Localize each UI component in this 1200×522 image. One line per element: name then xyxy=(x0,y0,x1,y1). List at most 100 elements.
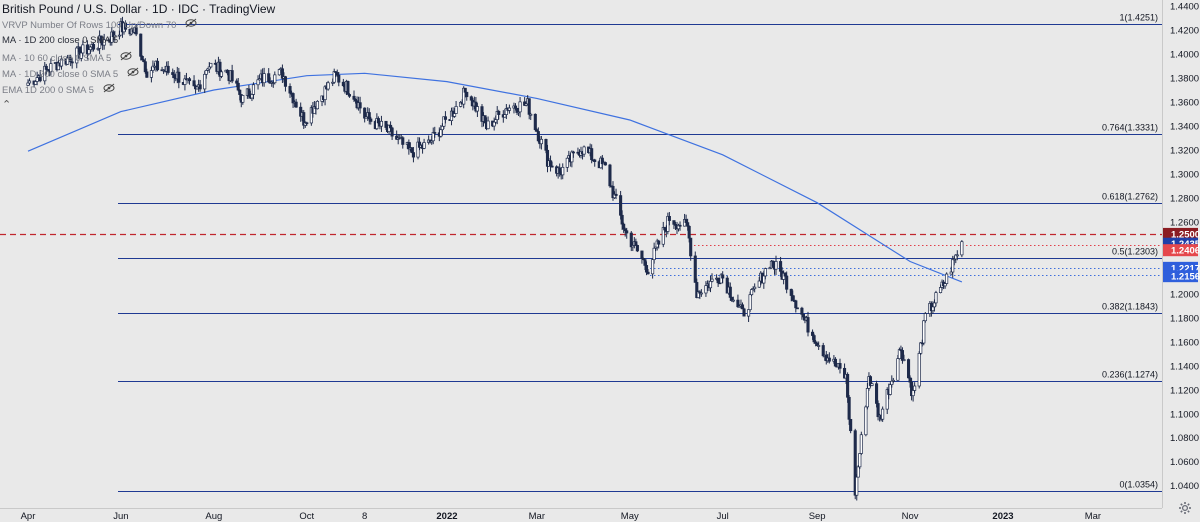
x-tick-label: May xyxy=(621,511,639,522)
x-tick-label: Apr xyxy=(21,511,36,522)
candle-body xyxy=(774,261,778,270)
y-tick-label: 1.1800 xyxy=(1170,313,1199,324)
candle-body xyxy=(439,129,443,137)
indicator-ma-10[interactable]: MA · 10 60 close 0 SMA 5 xyxy=(2,51,132,64)
candle-body xyxy=(283,76,288,87)
candle-body xyxy=(247,88,251,97)
y-tick-label: 1.4400 xyxy=(1170,2,1199,13)
candle-body xyxy=(629,232,633,248)
candle-body xyxy=(771,260,775,267)
price-badge-label: 1.2156 xyxy=(1171,272,1200,283)
candle-body xyxy=(70,61,74,64)
candle-body xyxy=(494,119,498,123)
candle-body xyxy=(367,112,371,120)
indicator-ema-200-label: EMA 1D 200 0 SMA 5 xyxy=(2,85,94,96)
candle-body xyxy=(443,116,447,120)
candle-body xyxy=(748,294,752,311)
candle-body xyxy=(401,137,405,145)
indicator-vrvp[interactable]: VRVP Number Of Rows 100 Up/Down 70 xyxy=(2,18,197,31)
y-tick-label: 1.1200 xyxy=(1170,385,1199,396)
candle-body xyxy=(783,272,787,277)
price-badge xyxy=(1163,244,1198,257)
candle-body xyxy=(731,299,735,302)
candle-body xyxy=(544,138,548,151)
candle-body xyxy=(536,131,540,142)
eye-off-icon[interactable] xyxy=(127,67,139,80)
y-tick-label: 1.3600 xyxy=(1170,98,1199,109)
indicator-ema-200[interactable]: EMA 1D 200 0 SMA 5 xyxy=(2,83,115,96)
chart-title: British Pound / U.S. Dollar · 1D · IDC ·… xyxy=(2,2,276,16)
eye-off-icon[interactable] xyxy=(120,51,132,64)
candle-body xyxy=(565,157,569,168)
eye-off-icon[interactable] xyxy=(103,83,115,96)
y-tick-label: 1.2800 xyxy=(1170,193,1199,204)
candle-body xyxy=(166,65,170,73)
x-tick-label: Jul xyxy=(717,511,729,522)
candle-body xyxy=(849,418,853,432)
candle-body xyxy=(923,313,927,322)
candle-body xyxy=(686,222,690,227)
collapse-legend-button[interactable]: ⌃ xyxy=(2,99,12,111)
candle-body xyxy=(369,118,373,122)
y-tick-label: 1.2000 xyxy=(1170,289,1199,300)
candle-body xyxy=(376,118,380,124)
x-tick-label: Mar xyxy=(529,511,545,522)
candle-body xyxy=(859,434,863,454)
candle-body xyxy=(143,61,147,73)
eye-off-icon[interactable] xyxy=(185,18,197,31)
candle-body xyxy=(486,120,490,130)
candle-body xyxy=(91,44,96,50)
candle-body xyxy=(934,292,938,304)
candle-body xyxy=(716,277,720,284)
candle-body xyxy=(503,114,507,118)
candle-body xyxy=(389,124,393,129)
candle-body xyxy=(518,101,522,113)
candle-body xyxy=(635,245,639,252)
candle-body xyxy=(38,75,42,82)
candle-body xyxy=(919,342,923,354)
candle-body xyxy=(582,146,586,155)
candle-body xyxy=(750,289,754,296)
candle-body xyxy=(875,383,879,404)
candle-body xyxy=(358,102,362,109)
candle-body xyxy=(570,151,574,163)
candle-body xyxy=(88,46,93,50)
candle-body xyxy=(847,396,851,420)
candle-body xyxy=(590,148,594,161)
candle-body xyxy=(652,247,656,261)
candle-body xyxy=(855,476,859,496)
candle-body xyxy=(433,132,437,134)
indicator-ma-10-label: MA · 10 60 close 0 SMA 5 xyxy=(2,53,112,64)
candle-body xyxy=(736,299,740,308)
candle-body xyxy=(704,285,708,294)
candle-body xyxy=(548,160,553,167)
candle-body xyxy=(801,313,805,318)
candle-body xyxy=(838,363,842,369)
indicator-ma-200-b[interactable]: MA · 1D 200 close 0 SMA 5 xyxy=(2,67,139,80)
candle-body xyxy=(902,359,906,361)
candle-body xyxy=(608,164,612,187)
y-tick-label: 1.0800 xyxy=(1170,433,1199,444)
candle-body xyxy=(463,87,467,93)
y-tick-label: 1.3400 xyxy=(1170,122,1199,133)
candle-body xyxy=(277,69,281,76)
indicator-ma-200[interactable]: MA · 1D 200 close 0 SMA 5 xyxy=(2,35,118,46)
candle-body xyxy=(643,259,647,266)
candle-body xyxy=(917,352,921,387)
price-badge-label: 1.2406 xyxy=(1171,246,1200,257)
candle-body xyxy=(59,58,64,67)
candle-body xyxy=(123,22,128,30)
y-tick-label: 1.1600 xyxy=(1170,337,1199,348)
candle-body xyxy=(858,453,862,468)
candle-body xyxy=(864,406,868,436)
candle-body xyxy=(288,86,292,94)
candle-body xyxy=(913,385,917,391)
candle-body xyxy=(646,271,650,275)
candle-body xyxy=(341,81,345,87)
gear-icon[interactable] xyxy=(1178,501,1192,518)
candle-body xyxy=(561,166,565,176)
candle-body xyxy=(81,44,85,54)
y-tick-label: 1.1400 xyxy=(1170,361,1199,372)
